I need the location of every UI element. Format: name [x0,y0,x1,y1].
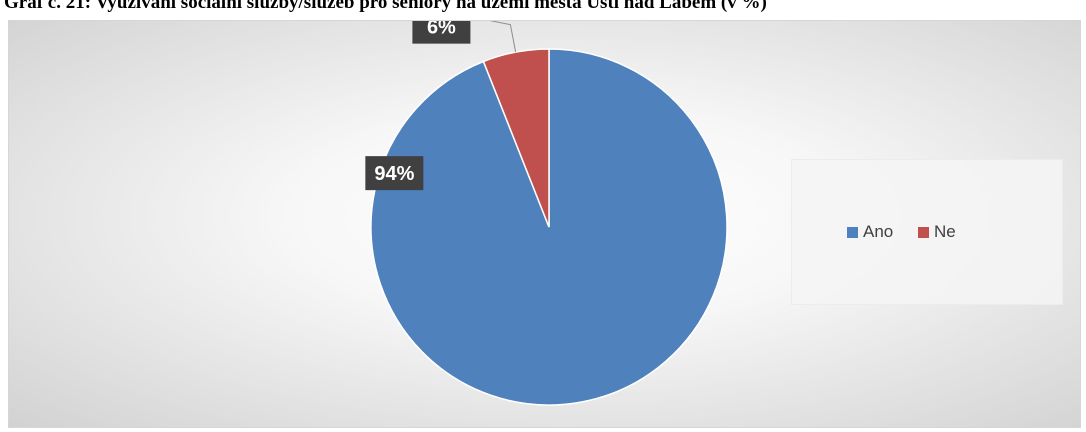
legend-item-ne: Ne [918,221,956,243]
pie-chart: 94% 6% [365,20,728,406]
chart-title: Graf č. 21: Využívání sociální služby/sl… [4,0,767,13]
data-label-text: 6% [427,20,456,39]
data-label-text: 94% [374,163,414,185]
data-label-box [365,156,424,191]
legend-swatch-ne [918,226,929,238]
pie-data-labels: 94% 6% [365,20,517,191]
data-label-box [412,21,471,44]
chart-legend: Ano Ne [791,159,1063,305]
legend-item-ano: Ano [847,221,893,243]
data-label-ano: 94% [365,156,424,191]
leader-line-ne [489,21,517,53]
pie-slice-ne [482,48,550,228]
pie-slices [370,48,728,406]
legend-label-ano: Ano [863,222,894,241]
legend-label-ne: Ne [934,222,956,241]
chart-area: 94% 6% Ano Ne [8,20,1081,428]
data-label-ne: 6% [412,20,471,44]
legend-swatch-ano [847,226,858,238]
